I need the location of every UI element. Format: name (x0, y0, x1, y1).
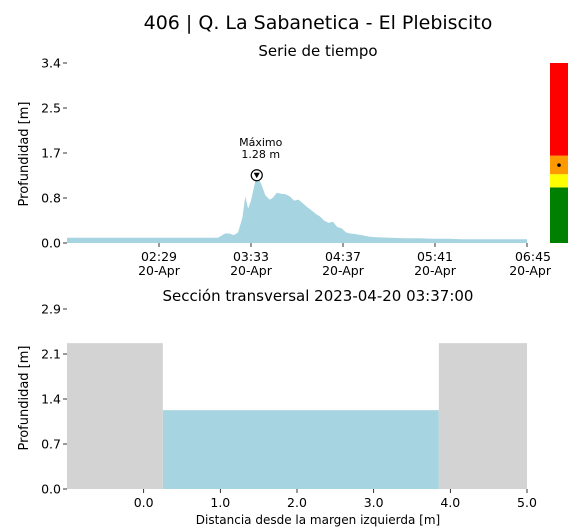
xtick-date-label: 20-Apr (414, 263, 457, 278)
xtick-date-label: 20-Apr (138, 263, 181, 278)
timeseries-xticks: 02:2920-Apr03:3320-Apr04:3720-Apr05:4120… (138, 243, 552, 278)
figure-title: 406 | Q. La Sabanetica - El Plebiscito (144, 12, 493, 34)
alert-level-bar (550, 63, 568, 243)
ytick-label: 2.1 (41, 347, 61, 362)
ytick-label: 0.8 (41, 191, 61, 206)
xtick-label: 2.0 (287, 495, 307, 510)
alert-level-segment (550, 63, 568, 156)
ytick-label: 0.0 (41, 482, 61, 497)
ytick-label: 0.0 (41, 236, 61, 251)
timeseries-chart: Serie de tiempo Profundidad [m] 0.0 0.8 1.… (17, 42, 568, 278)
xtick-time-label: 05:41 (417, 249, 453, 264)
timeseries-ylabel: Profundidad [m] (17, 102, 32, 207)
max-value: 1.28 m (241, 148, 280, 161)
ytick-label: 1.7 (41, 146, 61, 161)
crosssection-plot (67, 343, 527, 489)
riverbank-area (438, 343, 527, 489)
alert-level-segment (550, 187, 568, 243)
timeseries-title: Serie de tiempo (258, 42, 377, 60)
water-area (162, 410, 439, 489)
xtick-time-label: 04:37 (325, 249, 361, 264)
alert-level-segment (550, 174, 568, 188)
timeseries-area (67, 175, 527, 243)
riverbank-area (67, 343, 163, 489)
max-label: Máximo (239, 136, 283, 149)
xtick-time-label: 06:45 (515, 249, 551, 264)
ytick-label: 1.4 (41, 392, 61, 407)
crosssection-chart: Sección transversal 2023-04-20 03:37:00 … (17, 287, 537, 527)
max-annotation: Máximo 1.28 m (239, 136, 283, 182)
xtick-label: 5.0 (517, 495, 537, 510)
xtick-date-label: 20-Apr (230, 263, 273, 278)
crosssection-yticks: 0.0 0.7 1.4 2.1 2.9 (41, 302, 67, 497)
current-level-marker (557, 163, 561, 167)
max-marker-triangle-icon (253, 172, 260, 179)
xtick-time-label: 02:29 (141, 249, 177, 264)
ytick-label: 3.4 (41, 56, 61, 71)
timeseries-yticks: 0.0 0.8 1.7 2.5 3.4 (41, 56, 67, 251)
xtick-label: 4.0 (440, 495, 460, 510)
xtick-date-label: 20-Apr (322, 263, 365, 278)
xtick-label: 1.0 (210, 495, 230, 510)
ytick-label: 2.9 (41, 302, 61, 317)
crosssection-ylabel: Profundidad [m] (17, 346, 32, 451)
crosssection-xlabel: Distancia desde la margen izquierda [m] (196, 513, 440, 527)
xtick-label: 3.0 (364, 495, 384, 510)
ytick-label: 0.7 (41, 437, 61, 452)
ytick-label: 2.5 (41, 101, 61, 116)
crosssection-title: Sección transversal 2023-04-20 03:37:00 (163, 287, 474, 305)
xtick-time-label: 03:33 (233, 249, 269, 264)
xtick-date-label: 20-Apr (509, 263, 552, 278)
xtick-label: 0.0 (134, 495, 154, 510)
crosssection-xticks: 0.0 1.0 2.0 3.0 4.0 5.0 (134, 489, 537, 510)
